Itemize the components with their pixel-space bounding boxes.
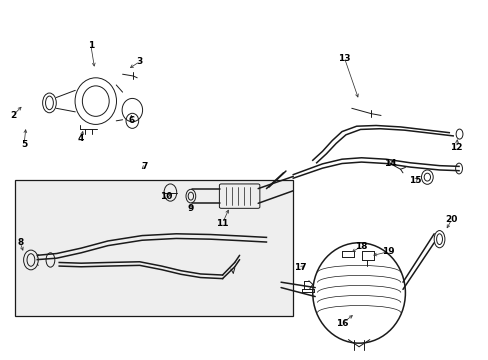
Text: 15: 15 bbox=[408, 176, 421, 185]
Text: 16: 16 bbox=[335, 319, 347, 328]
Text: 6: 6 bbox=[128, 116, 134, 125]
Text: 17: 17 bbox=[294, 264, 306, 273]
Text: 3: 3 bbox=[136, 57, 142, 66]
Text: 11: 11 bbox=[216, 219, 228, 228]
Text: 10: 10 bbox=[160, 192, 172, 201]
Text: 19: 19 bbox=[381, 247, 394, 256]
Text: 13: 13 bbox=[338, 54, 350, 63]
Text: 4: 4 bbox=[78, 134, 84, 143]
Text: 5: 5 bbox=[21, 140, 27, 149]
Text: 12: 12 bbox=[449, 143, 462, 152]
Bar bbox=[15, 180, 293, 316]
Text: 18: 18 bbox=[355, 242, 367, 251]
Text: 14: 14 bbox=[384, 159, 396, 168]
Text: 2: 2 bbox=[10, 111, 16, 120]
Text: 9: 9 bbox=[187, 204, 194, 213]
Text: 7: 7 bbox=[141, 162, 147, 171]
Text: 1: 1 bbox=[88, 41, 94, 50]
Text: 20: 20 bbox=[445, 215, 457, 224]
Text: 8: 8 bbox=[17, 238, 23, 247]
